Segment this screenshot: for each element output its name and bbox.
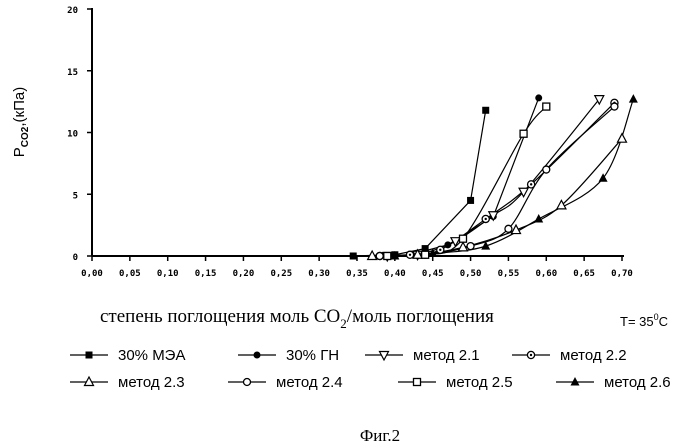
temperature-label: T= 350C — [620, 312, 668, 329]
series-line-7 — [387, 107, 546, 257]
data-point — [618, 134, 627, 143]
x-tick-label: 0,05 — [119, 269, 141, 279]
data-point — [384, 253, 391, 260]
tick-labels: 0,00 0,05 0,10 0,15 0,20 0,25 0,30 0,35 0,40 0,45… — [67, 6, 633, 279]
y-tick-label: 5 — [73, 191, 78, 201]
y-tick-label: 15 — [67, 68, 78, 78]
x-tick-label: 0,20 — [233, 269, 255, 279]
absorption-chart: 0,00 0,05 0,10 0,15 0,20 0,25 0,30 0,35 0,40 0,45… — [0, 0, 699, 447]
legend-label: 30% МЭА — [118, 347, 185, 364]
data-point — [482, 215, 489, 222]
legend-label: 30% ГН — [286, 347, 339, 364]
legend-item: метод 2.6 — [556, 374, 671, 391]
y-tick-label: 0 — [73, 253, 78, 263]
x-axis-label: степень поглощения моль СО2/моль поглоще… — [100, 306, 494, 331]
data-point — [350, 253, 357, 260]
data-marks — [350, 94, 638, 261]
data-point — [376, 253, 383, 260]
data-point — [535, 94, 542, 101]
data-point — [543, 166, 550, 173]
x-tick-label: 0,15 — [195, 269, 217, 279]
legend-label: метод 2.1 — [413, 347, 480, 364]
x-tick-label: 0,30 — [308, 269, 330, 279]
legend-marker — [414, 379, 421, 386]
data-point — [629, 94, 638, 103]
legend-item: 30% МЭА — [70, 347, 185, 364]
legend-marker — [380, 352, 389, 361]
data-point — [534, 214, 543, 223]
legend-label: метод 2.5 — [446, 374, 513, 391]
data-point — [467, 243, 474, 250]
data-point — [557, 200, 566, 209]
figure-caption: Фиг.2 — [360, 426, 400, 445]
x-tick-label: 0,10 — [157, 269, 179, 279]
series-line-5 — [372, 139, 622, 256]
legend-item: метод 2.2 — [512, 347, 627, 364]
legend-marker — [85, 377, 94, 386]
legend-item: метод 2.3 — [70, 374, 185, 391]
data-point — [528, 181, 535, 188]
data-point — [467, 197, 474, 204]
series-line-4 — [380, 103, 615, 256]
y-tick-label: 20 — [67, 6, 78, 16]
x-tick-label: 0,00 — [81, 269, 103, 279]
axes — [92, 8, 624, 256]
x-tick-label: 0,35 — [346, 269, 368, 279]
data-point — [482, 107, 489, 114]
legend-marker — [244, 379, 251, 386]
data-point — [543, 103, 550, 110]
data-point — [460, 235, 467, 242]
legend-marker — [86, 352, 93, 359]
x-tick-label: 0,50 — [460, 269, 482, 279]
legend: 30% МЭА 30% ГН метод 2.1 метод 2.2 метод 2.3… — [70, 347, 671, 391]
legend-marker — [571, 377, 580, 386]
legend-label: метод 2.3 — [118, 374, 185, 391]
y-tick-label: 10 — [67, 130, 78, 140]
data-point — [437, 246, 444, 253]
data-point — [505, 225, 512, 232]
legend-marker — [527, 351, 534, 358]
x-tick-label: 0,25 — [270, 269, 292, 279]
legend-item: 30% ГН — [238, 347, 339, 364]
legend-label: метод 2.6 — [604, 374, 671, 391]
legend-item: метод 2.4 — [228, 374, 343, 391]
x-tick-label: 0,65 — [573, 269, 595, 279]
x-tick-label: 0,40 — [384, 269, 406, 279]
data-point — [611, 103, 618, 110]
x-tick-label: 0,70 — [611, 269, 633, 279]
y-axis-label: PCO2,(кПа) — [11, 87, 31, 157]
x-tick-label: 0,55 — [498, 269, 520, 279]
series-line-3 — [387, 99, 599, 256]
fit-curves — [353, 98, 633, 256]
legend-item: метод 2.5 — [398, 374, 513, 391]
legend-label: метод 2.4 — [276, 374, 343, 391]
data-point — [520, 130, 527, 137]
x-tick-label: 0,60 — [535, 269, 557, 279]
x-tick-label: 0,45 — [422, 269, 444, 279]
data-point — [406, 251, 413, 258]
legend-item: метод 2.1 — [365, 347, 480, 364]
data-point — [444, 241, 451, 248]
legend-label: метод 2.2 — [560, 347, 627, 364]
data-point — [422, 251, 429, 258]
legend-marker — [254, 352, 261, 359]
